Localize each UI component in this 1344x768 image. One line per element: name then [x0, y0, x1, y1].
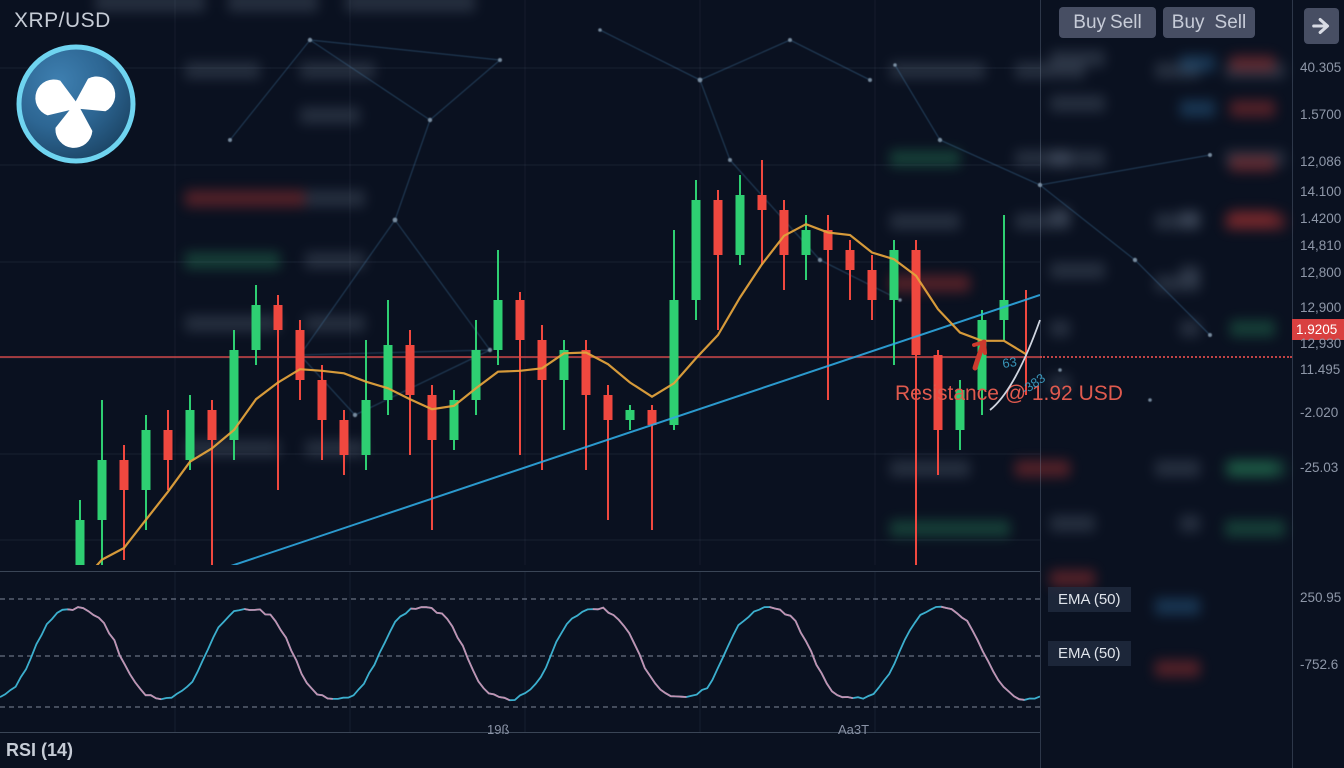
svg-text:-383: -383 — [1018, 370, 1048, 397]
svg-text:63: 63 — [1001, 354, 1017, 371]
